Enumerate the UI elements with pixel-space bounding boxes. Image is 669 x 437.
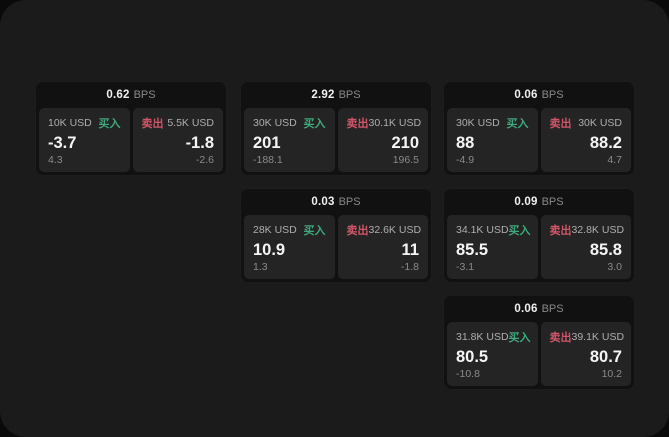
buy-panel[interactable]: 10K USD 买入 -3.7 4.3 xyxy=(39,108,130,172)
sell-size-label: 5.5K USD xyxy=(167,117,214,129)
buy-price: 85.5 xyxy=(456,241,489,259)
bps-header: 0.03 BPS xyxy=(241,189,431,215)
sell-size-label: 30K USD xyxy=(578,117,622,129)
bps-value: 0.09 xyxy=(514,196,538,208)
buy-change: -10.8 xyxy=(456,368,480,380)
sell-tag: 卖出 xyxy=(346,225,369,237)
buy-size-label: 28K USD xyxy=(253,224,297,236)
bps-header: 0.06 BPS xyxy=(444,296,634,322)
sell-price: -1.8 xyxy=(185,134,214,152)
buy-panel[interactable]: 30K USD 买入 88 -4.9 xyxy=(447,108,538,172)
sell-change: 10.2 xyxy=(601,368,622,380)
quote-card[interactable]: 0.62 BPS 10K USD 买入 -3.7 4.3 卖出 5.5K USD… xyxy=(35,81,227,176)
sell-change: 196.5 xyxy=(392,154,419,166)
sell-price: 11 xyxy=(401,241,419,259)
buy-tag: 买入 xyxy=(506,118,529,130)
sell-panel[interactable]: 卖出 32.8K USD 85.8 3.0 xyxy=(540,215,631,279)
buy-change: 1.3 xyxy=(253,261,268,273)
sell-change: 4.7 xyxy=(607,154,622,166)
buy-price: 10.9 xyxy=(253,241,286,259)
quote-card[interactable]: 0.06 BPS 30K USD 买入 88 -4.9 卖出 30K USD 8… xyxy=(443,81,635,176)
bps-header: 0.09 BPS xyxy=(444,189,634,215)
sell-tag: 卖出 xyxy=(346,118,369,130)
buy-panel[interactable]: 28K USD 买入 10.9 1.3 xyxy=(244,215,335,279)
buy-tag: 买入 xyxy=(508,225,531,237)
bps-header: 0.62 BPS xyxy=(36,82,226,108)
sell-price: 210 xyxy=(391,134,419,152)
buy-panel[interactable]: 31.8K USD 买入 80.5 -10.8 xyxy=(447,322,538,386)
bps-unit-label: BPS xyxy=(541,303,564,315)
buy-size-label: 31.8K USD xyxy=(456,331,509,343)
sell-panel[interactable]: 卖出 32.6K USD 11 -1.8 xyxy=(337,215,428,279)
buy-change: -3.1 xyxy=(456,261,475,273)
buy-price: 201 xyxy=(253,134,281,152)
buy-size-label: 30K USD xyxy=(456,117,500,129)
sell-size-label: 32.8K USD xyxy=(571,224,625,236)
bps-value: 0.62 xyxy=(106,89,130,101)
bps-header: 2.92 BPS xyxy=(241,82,431,108)
bps-unit-label: BPS xyxy=(338,196,361,208)
quote-card[interactable]: 0.09 BPS 34.1K USD 买入 85.5 -3.1 卖出 32.8K… xyxy=(443,188,635,283)
sell-tag: 卖出 xyxy=(141,118,164,130)
buy-change: -4.9 xyxy=(456,154,475,166)
sell-panel[interactable]: 卖出 39.1K USD 80.7 10.2 xyxy=(540,322,631,386)
quote-card[interactable]: 2.92 BPS 30K USD 买入 201 -188.1 卖出 30.1K … xyxy=(240,81,432,176)
sell-panel[interactable]: 卖出 30K USD 88.2 4.7 xyxy=(540,108,631,172)
bps-value: 2.92 xyxy=(311,89,335,101)
bps-value: 0.06 xyxy=(514,89,538,101)
quote-card[interactable]: 0.06 BPS 31.8K USD 买入 80.5 -10.8 卖出 39.1… xyxy=(443,295,635,390)
sell-change: -2.6 xyxy=(195,154,214,166)
buy-tag: 买入 xyxy=(303,225,326,237)
bps-value: 0.03 xyxy=(311,196,335,208)
buy-price: 88 xyxy=(456,134,475,152)
buy-panel[interactable]: 34.1K USD 买入 85.5 -3.1 xyxy=(447,215,538,279)
buy-tag: 买入 xyxy=(98,118,121,130)
sell-change: 3.0 xyxy=(607,261,622,273)
bps-unit-label: BPS xyxy=(338,89,361,101)
sell-panel[interactable]: 卖出 30.1K USD 210 196.5 xyxy=(337,108,428,172)
sell-change: -1.8 xyxy=(400,261,419,273)
buy-size-label: 10K USD xyxy=(48,117,92,129)
bps-value: 0.06 xyxy=(514,303,538,315)
sell-tag: 卖出 xyxy=(549,225,572,237)
sell-size-label: 32.6K USD xyxy=(368,224,422,236)
buy-change: -188.1 xyxy=(253,154,283,166)
buy-change: 4.3 xyxy=(48,154,63,166)
sell-price: 80.7 xyxy=(589,348,622,366)
buy-tag: 买入 xyxy=(303,118,326,130)
sell-panel[interactable]: 卖出 5.5K USD -1.8 -2.6 xyxy=(132,108,223,172)
sell-price: 85.8 xyxy=(589,241,622,259)
sell-price: 88.2 xyxy=(589,134,622,152)
buy-size-label: 34.1K USD xyxy=(456,224,509,236)
sell-tag: 卖出 xyxy=(549,118,572,130)
sell-tag: 卖出 xyxy=(549,332,572,344)
buy-price: 80.5 xyxy=(456,348,489,366)
buy-tag: 买入 xyxy=(508,332,531,344)
buy-price: -3.7 xyxy=(48,134,77,152)
buy-size-label: 30K USD xyxy=(253,117,297,129)
quote-card[interactable]: 0.03 BPS 28K USD 买入 10.9 1.3 卖出 32.6K US… xyxy=(240,188,432,283)
sell-size-label: 39.1K USD xyxy=(571,331,625,343)
sell-size-label: 30.1K USD xyxy=(368,117,422,129)
bps-unit-label: BPS xyxy=(541,89,564,101)
bps-header: 0.06 BPS xyxy=(444,82,634,108)
buy-panel[interactable]: 30K USD 买入 201 -188.1 xyxy=(244,108,335,172)
bps-unit-label: BPS xyxy=(133,89,156,101)
bps-unit-label: BPS xyxy=(541,196,564,208)
